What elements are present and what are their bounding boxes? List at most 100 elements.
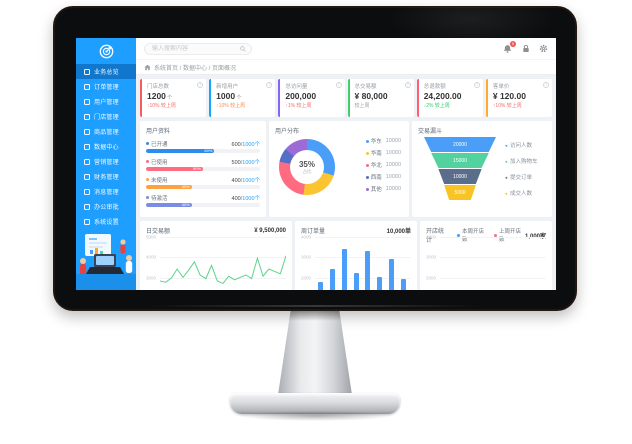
weekly-panel-title: 周订单量 [301, 229, 326, 235]
stat-card-title: 客单价 [492, 84, 510, 90]
help-icon[interactable]: ? [473, 82, 480, 88]
stat-card-3: 总交易额? ¥ 80,000 较上周 [347, 79, 414, 117]
stat-card-unit: 个 [235, 95, 242, 101]
donut-center-label: 占比 [302, 168, 312, 174]
stat-card-title: 新增用户 [216, 84, 239, 90]
sidebar-item-2[interactable]: 用户管理 [76, 94, 136, 109]
sidebar: 业务总览订单管理用户管理门店管理商品管理 数据中心 营销管理 财务管理 消息管理办公审批… [76, 38, 136, 290]
activity-row-header: 未使用 400/1000个 [146, 176, 260, 184]
sidebar-item-label: 办公审批 [94, 205, 119, 211]
sidebar-item-10[interactable]: 系统设置 [76, 214, 136, 229]
donut-legend-value: 10000 [385, 150, 401, 156]
stores-panel-total: 1,000家 [525, 231, 546, 240]
finance-icon [84, 173, 90, 180]
sidebar-item-0[interactable]: 业务总览 [76, 64, 136, 79]
topbar-actions: 5 [503, 41, 548, 53]
stat-card-value: 24,200.00 [423, 91, 462, 101]
stat-card-title: 总退款额 [423, 84, 446, 90]
activity-row-total: /1000个 [240, 141, 260, 148]
sidebar-item-1[interactable]: 订单管理 [76, 79, 136, 94]
funnel-marker-icon: ◄ [504, 174, 508, 180]
sidebar-item-7[interactable]: 财务管理 [76, 169, 136, 184]
sidebar-item-label: 门店管理 [94, 115, 119, 121]
daily-line-chart: 5000 4000 3000 [146, 235, 286, 290]
legend-dot [365, 175, 369, 179]
donut-legend-value: 10000 [385, 186, 401, 192]
donut-chart: 35% 占比 [279, 139, 335, 195]
y-axis-tick: 3000 [146, 275, 157, 281]
stat-card-5: 客单价? ¥ 120.00 ↑10% 较上周 [485, 79, 553, 117]
funnel-stage-label-1: ◄ 加入购物车 [504, 153, 537, 169]
topbar: 5 [136, 38, 556, 59]
legend-dot [146, 160, 149, 163]
legend-dot [365, 139, 369, 143]
stat-card-2: 总访问量? 200,000 ↑1% 较上周 [278, 79, 345, 117]
gridline [160, 257, 286, 259]
chart-grid: 4000 3000 2000 [426, 235, 546, 290]
funnel-stage-label-2: ◄ 提交订单 [504, 169, 537, 185]
legend-dot [146, 196, 149, 199]
sidebar-item-label: 业务总览 [94, 70, 119, 76]
progress-track: 40% [146, 185, 260, 189]
help-icon[interactable]: ? [543, 82, 550, 88]
activity-row-label: 已使用 [151, 159, 168, 166]
sidebar-item-3[interactable]: 门店管理 [76, 109, 136, 124]
funnel-stage-label-3: ◄ 成交人数 [504, 185, 537, 201]
breadcrumb-text[interactable]: 系统首页 / 数据中心 / 页面概况 [154, 65, 237, 72]
progress-fill: 50% [146, 167, 203, 171]
sidebar-item-9[interactable]: 办公审批 [76, 199, 136, 214]
weekly-orders-panel: 周订单量 10,000单 4000 3000 2000 [295, 221, 417, 290]
main-area: 5 [136, 38, 556, 290]
donut-legend-item-3: 西南 10000 [365, 171, 401, 183]
legend-dot [365, 163, 369, 167]
activity-row-value: 500/1000个 [231, 159, 260, 166]
decorative-illustration [76, 228, 136, 290]
donut-center: 35% 占比 [290, 150, 324, 184]
daily-amount-panel: 日交易额 ¥ 9,500,000 5000 4000 3000 [140, 221, 292, 290]
data-icon [84, 143, 90, 150]
sidebar-item-8[interactable]: 消息管理 [76, 184, 136, 199]
help-icon[interactable]: ? [404, 82, 411, 88]
gridline [160, 277, 286, 279]
weekly-bar-chart: 4000 3000 2000 [301, 235, 411, 290]
bar-series [315, 237, 409, 290]
lock-icon[interactable] [521, 44, 530, 53]
breadcrumb: 系统首页 / 数据中心 / 页面概况 [136, 59, 556, 75]
legend-dot [456, 233, 460, 237]
funnel-stage-0: 20000 [424, 137, 496, 152]
activity-row-total: /1000个 [240, 195, 260, 202]
donut-legend-item-4: 其他 10000 [365, 183, 401, 195]
gridline [440, 277, 546, 279]
help-icon[interactable]: ? [335, 82, 342, 88]
progress-track: 60% [146, 149, 260, 153]
app-logo[interactable] [76, 38, 136, 64]
notification-bell-icon[interactable]: 5 [503, 41, 516, 53]
user-icon [84, 98, 90, 105]
sidebar-item-label: 订单管理 [94, 85, 119, 91]
help-icon[interactable]: ? [266, 82, 273, 88]
stores-legend-label: 上周开店数 [498, 229, 521, 243]
activity-row-value: 600/1000个 [231, 141, 260, 148]
gridline [315, 257, 411, 259]
stat-card-value: ¥ 80,000 [354, 91, 388, 101]
search-box[interactable] [144, 42, 252, 55]
bar-2 [341, 249, 347, 290]
gear-icon[interactable] [539, 44, 548, 53]
legend-dot [146, 178, 149, 181]
monitor-frame: 业务总览订单管理用户管理门店管理商品管理 数据中心 营销管理 财务管理 消息管理办公审批… [53, 6, 577, 311]
help-icon[interactable]: ? [197, 82, 204, 88]
funnel-label-text: 提交订单 [509, 175, 532, 181]
funnel-chart: 20000 15000 10000 5000 [424, 137, 496, 201]
monitor-stand-base [230, 393, 400, 414]
search-input[interactable] [150, 44, 240, 53]
sidebar-item-5[interactable]: 数据中心 [76, 139, 136, 154]
target-logo-icon [99, 44, 113, 58]
stat-card-trend: ↑1% 较上周 [285, 103, 312, 109]
funnel-stage-2: 10000 [438, 169, 482, 184]
gridline [160, 237, 286, 238]
sidebar-item-4[interactable]: 商品管理 [76, 124, 136, 139]
message-icon [84, 188, 90, 195]
activity-row-3: 待激活 400/1000个 40% [146, 194, 260, 207]
activity-row-1: 已使用 500/1000个 50% [146, 158, 260, 171]
sidebar-item-6[interactable]: 营销管理 [76, 154, 136, 169]
